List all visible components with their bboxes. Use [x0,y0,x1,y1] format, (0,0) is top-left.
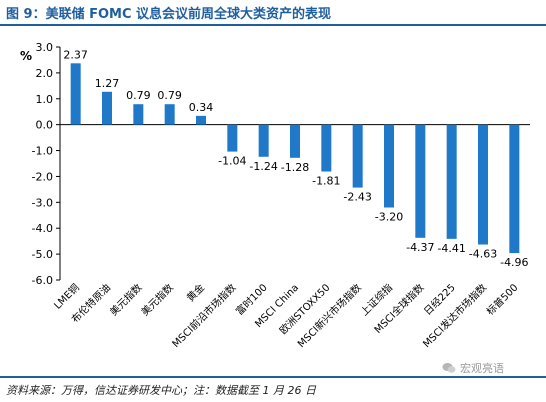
wechat-icon [442,363,456,373]
data-label: -1.24 [249,160,277,173]
data-label: -1.04 [218,155,246,168]
data-label: -4.96 [500,256,528,269]
watermark-text: 宏观亮语 [460,362,504,375]
bar [290,124,300,158]
y-tick-label: -5.0 [32,248,53,261]
x-tick-label: 标普500 [484,281,521,318]
y-tick-label: -6.0 [32,274,53,287]
bar [384,124,394,208]
y-tick-label: -1.0 [32,145,53,158]
x-tick-label: LME铜 [52,282,82,312]
bar [70,63,81,125]
bar-chart: 3.0 2.0 1.0 0.0 -1.0 -2.0 -3.0 -4.0 -5.0 -6.0% 2.… [20,41,530,350]
watermark: 宏观亮语 [442,361,504,375]
y-tick-label: -4.0 [32,222,53,235]
data-label: -1.28 [281,161,309,174]
data-label: -1.81 [312,175,340,188]
source-bar: 资料来源：万得，信达证券研发中心；注：数据截至 1 月 26 日 [0,376,546,402]
y-tick-label: -3.0 [32,196,53,209]
y-tick-label: 3.0 [36,41,54,54]
bar [415,124,426,238]
data-label: 0.79 [157,89,182,102]
bar [102,91,112,125]
chart-bars [70,63,520,254]
data-label: 2.37 [63,48,88,61]
y-tick-label: 2.0 [36,67,54,80]
data-label: 0.79 [126,89,151,102]
bar [164,104,175,125]
y-tick-label: 0.0 [36,119,54,132]
bar [258,124,269,157]
x-tick-label: 美元指数 [138,281,175,318]
data-label: -4.37 [406,241,434,254]
y-tick-label: 1.0 [36,93,54,106]
bar [352,124,363,188]
data-label: -4.63 [469,248,497,261]
data-label: -3.20 [375,211,403,224]
bar [227,124,238,152]
data-label: 1.27 [95,77,120,90]
bar [446,124,457,239]
data-label: -2.43 [343,191,371,204]
data-label: -4.41 [437,242,465,255]
bar [321,124,332,172]
x-tick-label: 黄金 [184,281,207,304]
bar [133,104,144,125]
y-tick-label: -2.0 [32,170,53,183]
bar [478,124,488,245]
bar [509,124,520,254]
chart-data-labels: 2.37 1.27 0.79 0.79 0.34 -1.04 -1.24 -1.28-1.81… [63,48,528,269]
data-label: 0.34 [189,101,214,114]
source-note: 资料来源：万得，信达证券研发中心；注：数据截至 1 月 26 日 [6,384,316,397]
figure-title: 图 9：美联储 FOMC 议息会议前周全球大类资产的表现 [6,7,332,22]
x-tick-label: 美元指数 [107,281,144,318]
figure-title-bar: 图 9：美联储 FOMC 议息会议前周全球大类资产的表现 [0,0,546,26]
y-unit-label: % [20,49,32,63]
bar [196,115,206,125]
